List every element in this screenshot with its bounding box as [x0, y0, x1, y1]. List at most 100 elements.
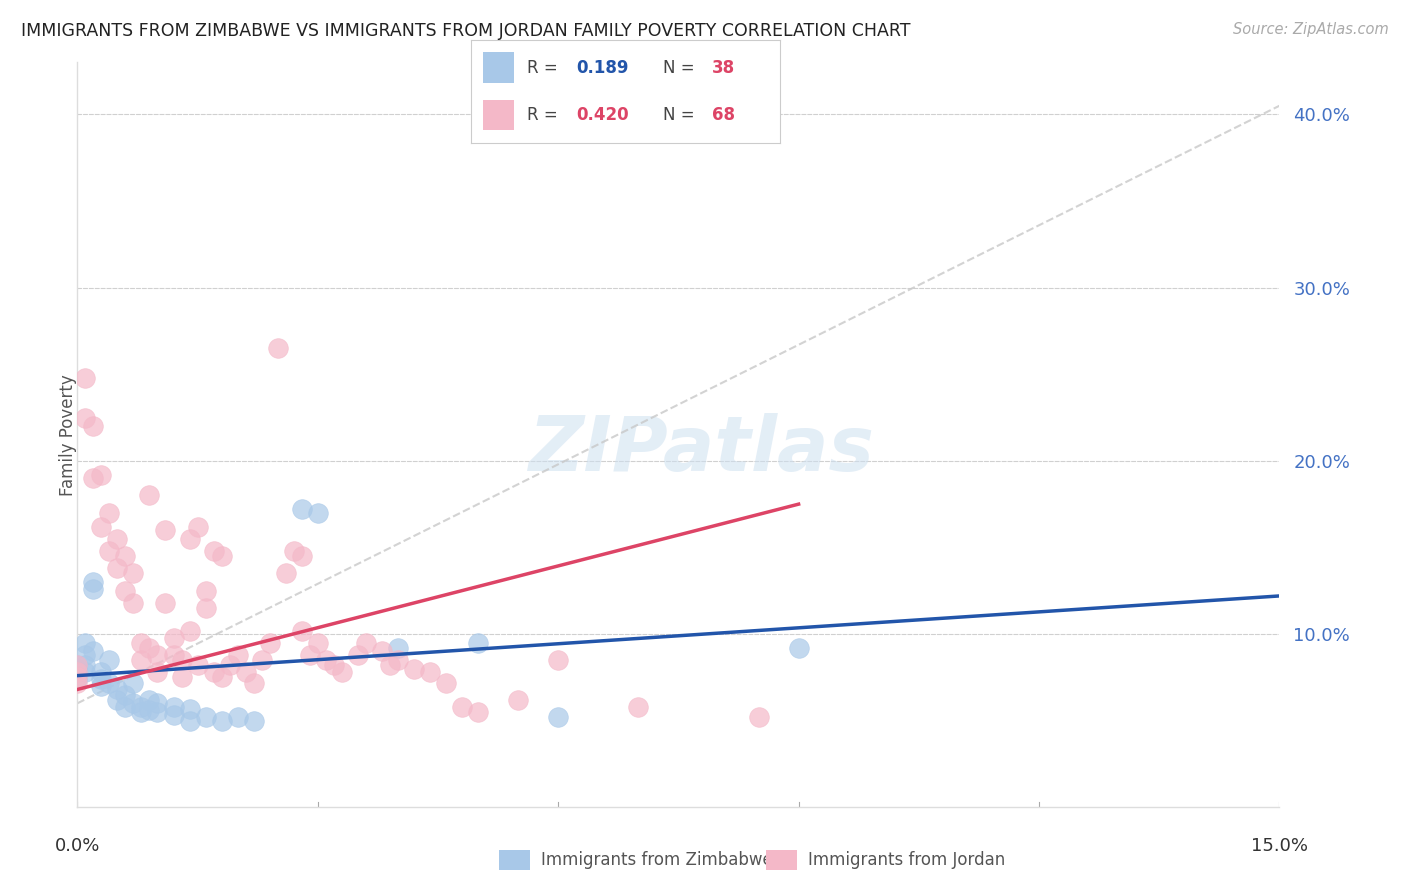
Point [347, 648, 370, 662]
Point [138, 693, 160, 707]
Point [179, 532, 201, 546]
Point [748, 710, 770, 724]
Point [107, 532, 129, 546]
Text: Immigrants from Jordan: Immigrants from Jordan [808, 851, 1005, 869]
Point [90, 467, 112, 482]
Point [170, 653, 193, 667]
Point [82, 419, 104, 434]
Point [315, 653, 337, 667]
Point [66, 658, 89, 673]
Point [98, 544, 121, 558]
Point [283, 544, 305, 558]
Point [402, 662, 425, 676]
Bar [484, 100, 515, 130]
Point [162, 631, 184, 645]
Point [547, 653, 569, 667]
Point [131, 636, 153, 650]
Point [155, 523, 177, 537]
Point [122, 675, 145, 690]
Point [122, 696, 145, 710]
Point [66, 665, 89, 680]
Point [162, 648, 184, 662]
Point [298, 648, 321, 662]
Text: 0.420: 0.420 [576, 106, 628, 124]
Point [508, 693, 530, 707]
Point [82, 644, 104, 658]
Point [66, 665, 89, 680]
Text: IMMIGRANTS FROM ZIMBABWE VS IMMIGRANTS FROM JORDAN FAMILY POVERTY CORRELATION CH: IMMIGRANTS FROM ZIMBABWE VS IMMIGRANTS F… [21, 22, 911, 40]
Point [75, 636, 97, 650]
Point [146, 665, 169, 680]
Point [242, 714, 264, 728]
Text: Source: ZipAtlas.com: Source: ZipAtlas.com [1233, 22, 1389, 37]
Point [307, 506, 329, 520]
Point [122, 596, 145, 610]
Point [114, 549, 136, 563]
Point [787, 640, 810, 655]
Point [138, 640, 160, 655]
Text: 68: 68 [713, 106, 735, 124]
Point [122, 566, 145, 581]
Point [194, 601, 217, 615]
Point [90, 665, 112, 680]
Point [354, 636, 377, 650]
Point [146, 696, 169, 710]
Point [194, 710, 217, 724]
Point [235, 665, 257, 680]
Point [330, 665, 353, 680]
Point [179, 624, 201, 638]
Point [131, 705, 153, 719]
Point [66, 672, 89, 686]
Point [371, 644, 394, 658]
Point [179, 714, 201, 728]
Point [75, 370, 97, 384]
Point [467, 636, 489, 650]
Text: ZIPatlas: ZIPatlas [530, 413, 876, 487]
Point [291, 624, 314, 638]
Point [202, 544, 225, 558]
Point [274, 566, 297, 581]
Text: R =: R = [527, 59, 557, 77]
Point [90, 679, 112, 693]
Point [107, 682, 129, 697]
Point [242, 675, 264, 690]
Text: Immigrants from Zimbabwe: Immigrants from Zimbabwe [541, 851, 773, 869]
Point [90, 672, 112, 686]
Text: N =: N = [662, 106, 695, 124]
Point [451, 699, 474, 714]
Point [387, 653, 409, 667]
Point [547, 710, 569, 724]
Point [66, 670, 89, 684]
Point [187, 658, 209, 673]
Point [98, 506, 121, 520]
Point [98, 653, 121, 667]
Point [90, 519, 112, 533]
Point [291, 549, 314, 563]
Point [82, 575, 104, 590]
Point [131, 699, 153, 714]
Point [75, 648, 97, 662]
Point [267, 341, 290, 355]
Point [107, 693, 129, 707]
Point [194, 583, 217, 598]
Text: N =: N = [662, 59, 695, 77]
Point [378, 658, 401, 673]
Point [98, 675, 121, 690]
Point [226, 648, 249, 662]
Point [162, 699, 184, 714]
Point [66, 658, 89, 673]
Point [259, 636, 281, 650]
Point [114, 583, 136, 598]
Point [291, 502, 314, 516]
Point [627, 699, 650, 714]
Point [82, 471, 104, 485]
Text: Family Poverty: Family Poverty [59, 374, 77, 496]
Text: 15.0%: 15.0% [1251, 837, 1308, 855]
Text: 0.0%: 0.0% [55, 837, 100, 855]
Text: R =: R = [527, 106, 557, 124]
Point [146, 648, 169, 662]
Point [131, 653, 153, 667]
Point [162, 708, 184, 723]
Point [250, 653, 273, 667]
Point [211, 549, 233, 563]
